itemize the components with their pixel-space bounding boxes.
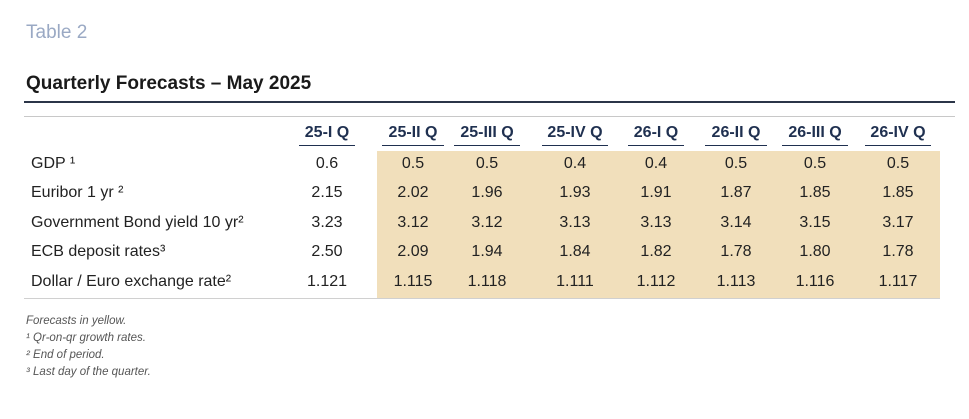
column-header: 25-II Q: [382, 124, 444, 146]
footnote: ¹ Qr-on-qr growth rates.: [26, 332, 146, 344]
table-cell: 3.12: [397, 214, 429, 231]
table-cell: 0.4: [563, 155, 587, 172]
table-cell: 1.91: [640, 184, 672, 201]
table-cell: 0.5: [803, 155, 827, 172]
column-header: 26-III Q: [782, 124, 848, 146]
table-cell: 1.87: [720, 184, 752, 201]
table-cell: 3.13: [559, 214, 591, 231]
footnote: Forecasts in yellow.: [26, 315, 127, 327]
table-cell: 1.112: [636, 273, 676, 290]
table-cell: 1.96: [471, 184, 503, 201]
table-cell: 3.14: [720, 214, 752, 231]
table-cell: 1.115: [393, 273, 433, 290]
title-rule: [24, 101, 955, 103]
footnote: ³ Last day of the quarter.: [26, 366, 151, 378]
column-header: 26-I Q: [628, 124, 684, 146]
table-cell: 1.78: [882, 243, 914, 260]
table-title: Quarterly Forecasts – May 2025: [26, 73, 312, 94]
table-cell: 3.13: [640, 214, 672, 231]
table-cell: 1.85: [882, 184, 914, 201]
table-cell: 0.4: [644, 155, 668, 172]
table-cell: 3.17: [882, 214, 914, 231]
table-cell: 2.15: [311, 184, 343, 201]
row-label: GDP ¹: [31, 155, 76, 172]
row-label: Dollar / Euro exchange rate²: [31, 273, 232, 290]
table-cell: 1.84: [559, 243, 591, 260]
table-cell: 0.5: [724, 155, 748, 172]
row-label: Government Bond yield 10 yr²: [31, 214, 244, 231]
table-cell: 3.12: [471, 214, 503, 231]
column-header: 26-II Q: [705, 124, 767, 146]
table-cell: 0.5: [401, 155, 425, 172]
table-cell: 3.15: [799, 214, 831, 231]
row-label: ECB deposit rates³: [31, 243, 166, 260]
table-cell: 3.23: [311, 214, 343, 231]
table-bottom-rule: [24, 298, 940, 299]
column-header: 25-III Q: [454, 124, 520, 146]
table-cell: 2.09: [397, 243, 429, 260]
table-tag: Table 2: [26, 22, 88, 43]
table-cell: 1.85: [799, 184, 831, 201]
table-cell: 2.50: [311, 243, 343, 260]
table-cell: 1.78: [720, 243, 752, 260]
footnote: ² End of period.: [26, 349, 105, 361]
table-cell: 1.121: [306, 273, 348, 290]
table-cell: 0.5: [886, 155, 910, 172]
table-cell: 1.80: [799, 243, 831, 260]
column-header: 26-IV Q: [865, 124, 931, 146]
table-cell: 0.6: [315, 155, 339, 172]
row-label: Euribor 1 yr ²: [31, 184, 124, 201]
column-header: 25-I Q: [299, 124, 355, 146]
table-cell: 0.5: [475, 155, 499, 172]
table-cell: 2.02: [397, 184, 429, 201]
column-header: 25-IV Q: [542, 124, 608, 146]
table-cell: 1.117: [878, 273, 918, 290]
table-cell: 1.113: [716, 273, 756, 290]
table-cell: 1.111: [556, 273, 594, 290]
forecast-shading: [377, 151, 940, 298]
table-cell: 1.116: [795, 273, 835, 290]
table-top-rule: [24, 116, 955, 117]
table-cell: 1.82: [640, 243, 672, 260]
table-cell: 1.94: [471, 243, 503, 260]
table-cell: 1.93: [559, 184, 591, 201]
table-cell: 1.118: [467, 273, 507, 290]
